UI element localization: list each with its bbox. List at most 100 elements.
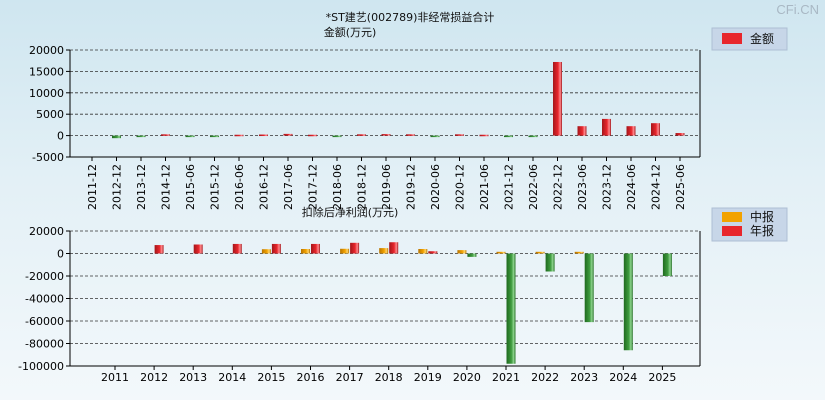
chart1-xtick-label: 2023-12 [601,164,614,210]
chart2-legend-label-mid: 中报 [750,209,774,224]
chart2-bar-annual [545,253,555,272]
chart1-xtick-label: 2021-06 [478,164,491,210]
chart2-bar-mid [535,251,545,254]
chart1-bar [553,61,562,136]
chart2-bar-annual [232,243,242,254]
chart1-bar [406,134,415,136]
chart2-ytick-label: -60000 [25,315,64,328]
chart2-xtick-label: 2024 [609,371,637,384]
chart2-ytick-label: -80000 [25,338,64,351]
chart1-xtick-label: 2017-12 [307,164,320,210]
chart2-xtick-label: 2022 [531,371,559,384]
chart1-xtick-label: 2014-12 [160,164,173,210]
chart2-xtick-label: 2012 [140,371,168,384]
chart2-bar-annual [428,251,438,254]
chart2-ytick-label: -20000 [25,270,64,283]
chart1-xtick-label: 2019-12 [405,164,418,210]
chart2-bar-mid [340,248,350,254]
chart1-bar [136,135,146,138]
chart2-bar-annual [350,242,360,254]
chart1-xtick-label: 2023-06 [576,164,589,210]
chart1-bar [528,135,538,138]
chart2-title: 扣除后净利润(万元) [302,205,399,219]
chart1-bar [504,135,513,138]
chart1-bar [479,134,489,137]
chart1-xtick-label: 2024-06 [625,164,638,210]
chart2-bar-annual [193,244,203,254]
chart1-xtick-label: 2016-06 [233,164,246,210]
chart1-subtitle: 金额(万元) [324,25,377,39]
chart1-xtick-label: 2015-06 [184,164,197,210]
chart2-xtick-label: 2020 [453,371,481,384]
chart1-xtick-label: 2025-06 [674,164,687,210]
chart1-bar [234,134,244,137]
chart1-ytick-label: 5000 [36,108,64,121]
chart2-xtick-label: 2016 [297,371,325,384]
chart1-bar [602,118,611,136]
chart1-xtick-label: 2011-12 [86,164,99,210]
chart2-legend-label-annual: 年报 [750,223,774,238]
chart2-bar-mid [301,249,310,254]
chart1-bar [381,134,391,136]
chart1-legend-swatch [722,33,742,44]
chart2-xtick-label: 2023 [570,371,598,384]
chart1-bar [455,134,464,136]
chart2-ytick-label: 0 [57,248,64,261]
chart2-xtick-label: 2015 [257,371,285,384]
chart2-legend-swatch-annual [722,226,742,236]
chart1-bar [332,135,342,138]
chart2-bar-mid [457,250,467,254]
chart1-bar [161,134,170,136]
chart1-xtick-label: 2018-12 [356,164,369,210]
chart2-bar-annual [506,253,516,364]
watermark: CFi.CN [776,2,819,17]
chart2-ytick-label: -40000 [25,293,64,306]
chart1-xtick-label: 2020-06 [429,164,442,210]
chart2-legend: 中报 年报 [711,207,788,242]
chart1-xtick-label: 2012-12 [111,164,124,210]
chart2-xtick-label: 2014 [218,371,246,384]
chart1-bar [626,126,636,136]
chart2-bar-annual [467,253,477,257]
chart1-xtick-label: 2021-12 [503,164,516,210]
chart2-bar-mid [418,249,428,254]
chart2-bar-mid [496,251,506,254]
chart1-ytick-label: 0 [57,130,64,143]
chart2-xtick-label: 2018 [375,371,403,384]
chart1-xtick-label: 2024-12 [650,164,663,210]
chart1-xtick-label: 2022-12 [552,164,565,210]
chart1-bar [675,133,685,136]
chart1-bar [577,126,587,136]
chart2-xtick-label: 2021 [492,371,520,384]
chart2-xtick-label: 2025 [648,371,676,384]
chart1-xtick-label: 2016-12 [258,164,271,210]
chart1-legend-label: 金额 [750,31,774,46]
chart1-title: *ST建艺(002789)非经常损益合计 [326,10,495,24]
chart2-bar-mid [379,248,389,254]
chart1-xtick-label: 2019-06 [380,164,393,210]
chart2-bar-annual [311,243,320,254]
chart2-bar-mid [261,249,271,254]
chart2: 扣除后净利润(万元) -100000 -80000 -60000 -40000 -200… [18,205,788,384]
chart1-bar [357,134,366,136]
chart2-legend-swatch-mid [722,212,742,222]
chart1-xtick-label: 2017-06 [282,164,295,210]
chart1-legend: 金额 [711,27,788,51]
chart2-ytick-label: 20000 [29,225,64,238]
chart1-xtick-label: 2013-12 [135,164,148,210]
chart2-bar-annual [623,253,633,351]
chart1-ytick-label: 10000 [29,87,64,100]
chart2-bar-annual [271,243,281,254]
chart1-bar [430,135,440,138]
chart1: *ST建艺(002789)非经常损益合计 金额(万元) -5000 0 5000 10… [29,10,788,210]
chart2-bar-annual [389,242,399,254]
chart2-bar-mid [574,251,584,254]
chart2-xtick-label: 2013 [179,371,207,384]
chart1-xtick-label: 2015-12 [209,164,222,210]
chart1-xtick-label: 2022-06 [527,164,540,210]
chart1-bar [283,133,293,136]
chart1-bar [651,123,660,136]
chart1-ytick-label: -5000 [32,151,64,164]
